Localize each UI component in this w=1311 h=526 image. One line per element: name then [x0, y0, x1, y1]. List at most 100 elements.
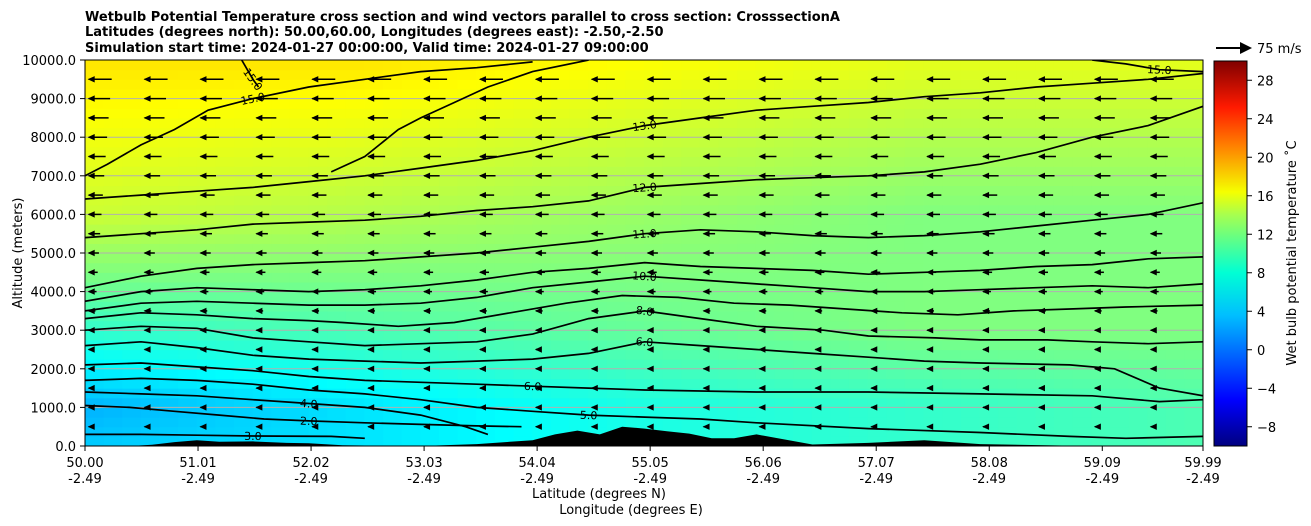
- field-cell: [494, 349, 515, 360]
- field-cell: [644, 417, 664, 428]
- field-cell: [606, 69, 626, 80]
- wind-vector-head: [255, 95, 263, 102]
- field-cell: [1091, 368, 1111, 380]
- field-cell: [1016, 108, 1036, 119]
- field-cell: [215, 224, 235, 235]
- field-cell: [1147, 243, 1167, 254]
- field-cell: [737, 166, 757, 177]
- field-cell: [681, 233, 701, 244]
- field-cell: [886, 79, 906, 90]
- field-cell: [308, 156, 328, 167]
- field-cell: [234, 407, 254, 418]
- field-cell: [737, 349, 757, 360]
- field-cell: [476, 60, 496, 71]
- wind-vector-head: [534, 134, 542, 141]
- field-cell: [457, 272, 477, 283]
- field-cell: [550, 291, 571, 302]
- field-cell: [439, 88, 459, 100]
- field-cell: [1109, 185, 1130, 196]
- field-cell: [588, 417, 608, 428]
- field-cell: [569, 146, 589, 158]
- field-cell: [737, 108, 757, 119]
- field-cell: [960, 146, 980, 158]
- field-cell: [140, 146, 161, 158]
- wind-vector-head: [1093, 327, 1101, 334]
- field-cell: [588, 397, 608, 408]
- field-cell: [681, 127, 701, 138]
- wind-vector-head: [646, 365, 654, 372]
- field-cell: [998, 417, 1018, 428]
- field-cell: [960, 224, 980, 235]
- field-cell: [625, 108, 645, 119]
- field-cell: [867, 397, 887, 408]
- field-cell: [103, 166, 123, 177]
- field-cell: [793, 417, 813, 428]
- field-cell: [998, 156, 1018, 167]
- field-cell: [308, 204, 328, 215]
- field-cell: [588, 69, 608, 80]
- wind-vector-head: [926, 172, 934, 179]
- field-cell: [252, 339, 272, 351]
- field-cell: [513, 301, 533, 312]
- wind-vector-head: [255, 346, 263, 353]
- field-cell: [215, 195, 235, 206]
- field-cell: [848, 320, 869, 331]
- field-cell: [1128, 407, 1148, 418]
- wind-vector-head: [758, 327, 766, 334]
- field-cell: [364, 388, 384, 399]
- field-cell: [513, 79, 533, 90]
- wind-vector-head: [814, 230, 822, 237]
- field-cell: [103, 98, 123, 109]
- field-cell: [848, 378, 869, 389]
- field-cell: [1128, 60, 1148, 71]
- wind-vector-head: [814, 327, 822, 334]
- field-cell: [793, 108, 813, 119]
- field-cell: [867, 156, 887, 167]
- field-cell: [904, 146, 925, 158]
- wind-vector-head: [311, 384, 319, 392]
- field-cell: [774, 175, 794, 187]
- field-cell: [1035, 243, 1055, 254]
- field-cell: [662, 166, 682, 177]
- field-cell: [215, 301, 235, 312]
- field-cell: [364, 146, 384, 158]
- field-cell: [550, 224, 571, 235]
- field-cell: [345, 195, 366, 206]
- field-cell: [85, 60, 105, 71]
- field-cell: [811, 281, 831, 293]
- field-cell: [1091, 185, 1111, 196]
- field-cell: [625, 137, 645, 148]
- field-cell: [1128, 127, 1148, 138]
- wind-vector-head: [982, 288, 990, 295]
- field-cell: [345, 233, 366, 244]
- field-cell: [1091, 156, 1111, 167]
- wind-vector-head: [534, 423, 542, 430]
- field-cell: [494, 224, 515, 235]
- field-cell: [644, 310, 664, 322]
- field-cell: [289, 272, 310, 283]
- wind-vector-head: [255, 76, 263, 83]
- field-cell: [271, 69, 291, 80]
- field-cell: [998, 426, 1018, 437]
- field-cell: [1128, 291, 1148, 302]
- field-cell: [85, 224, 105, 235]
- field-cell: [159, 310, 179, 322]
- field-cell: [1091, 397, 1111, 408]
- field-cell: [625, 214, 645, 225]
- field-cell: [234, 233, 254, 244]
- x-tick-label-lon: -2.49: [633, 472, 667, 487]
- field-cell: [681, 214, 701, 225]
- field-cell: [625, 156, 645, 167]
- wind-vector-head: [367, 153, 375, 160]
- field-cell: [252, 272, 272, 283]
- field-cell: [793, 330, 813, 341]
- field-cell: [140, 349, 161, 360]
- field-cell: [308, 243, 328, 254]
- contour-line: [85, 391, 489, 436]
- field-cell: [234, 224, 254, 235]
- wind-vector-head: [87, 307, 95, 315]
- field-cell: [1016, 330, 1036, 341]
- wind-vector-head: [311, 230, 319, 237]
- field-cell: [1109, 108, 1130, 119]
- wind-vector-head: [590, 76, 598, 83]
